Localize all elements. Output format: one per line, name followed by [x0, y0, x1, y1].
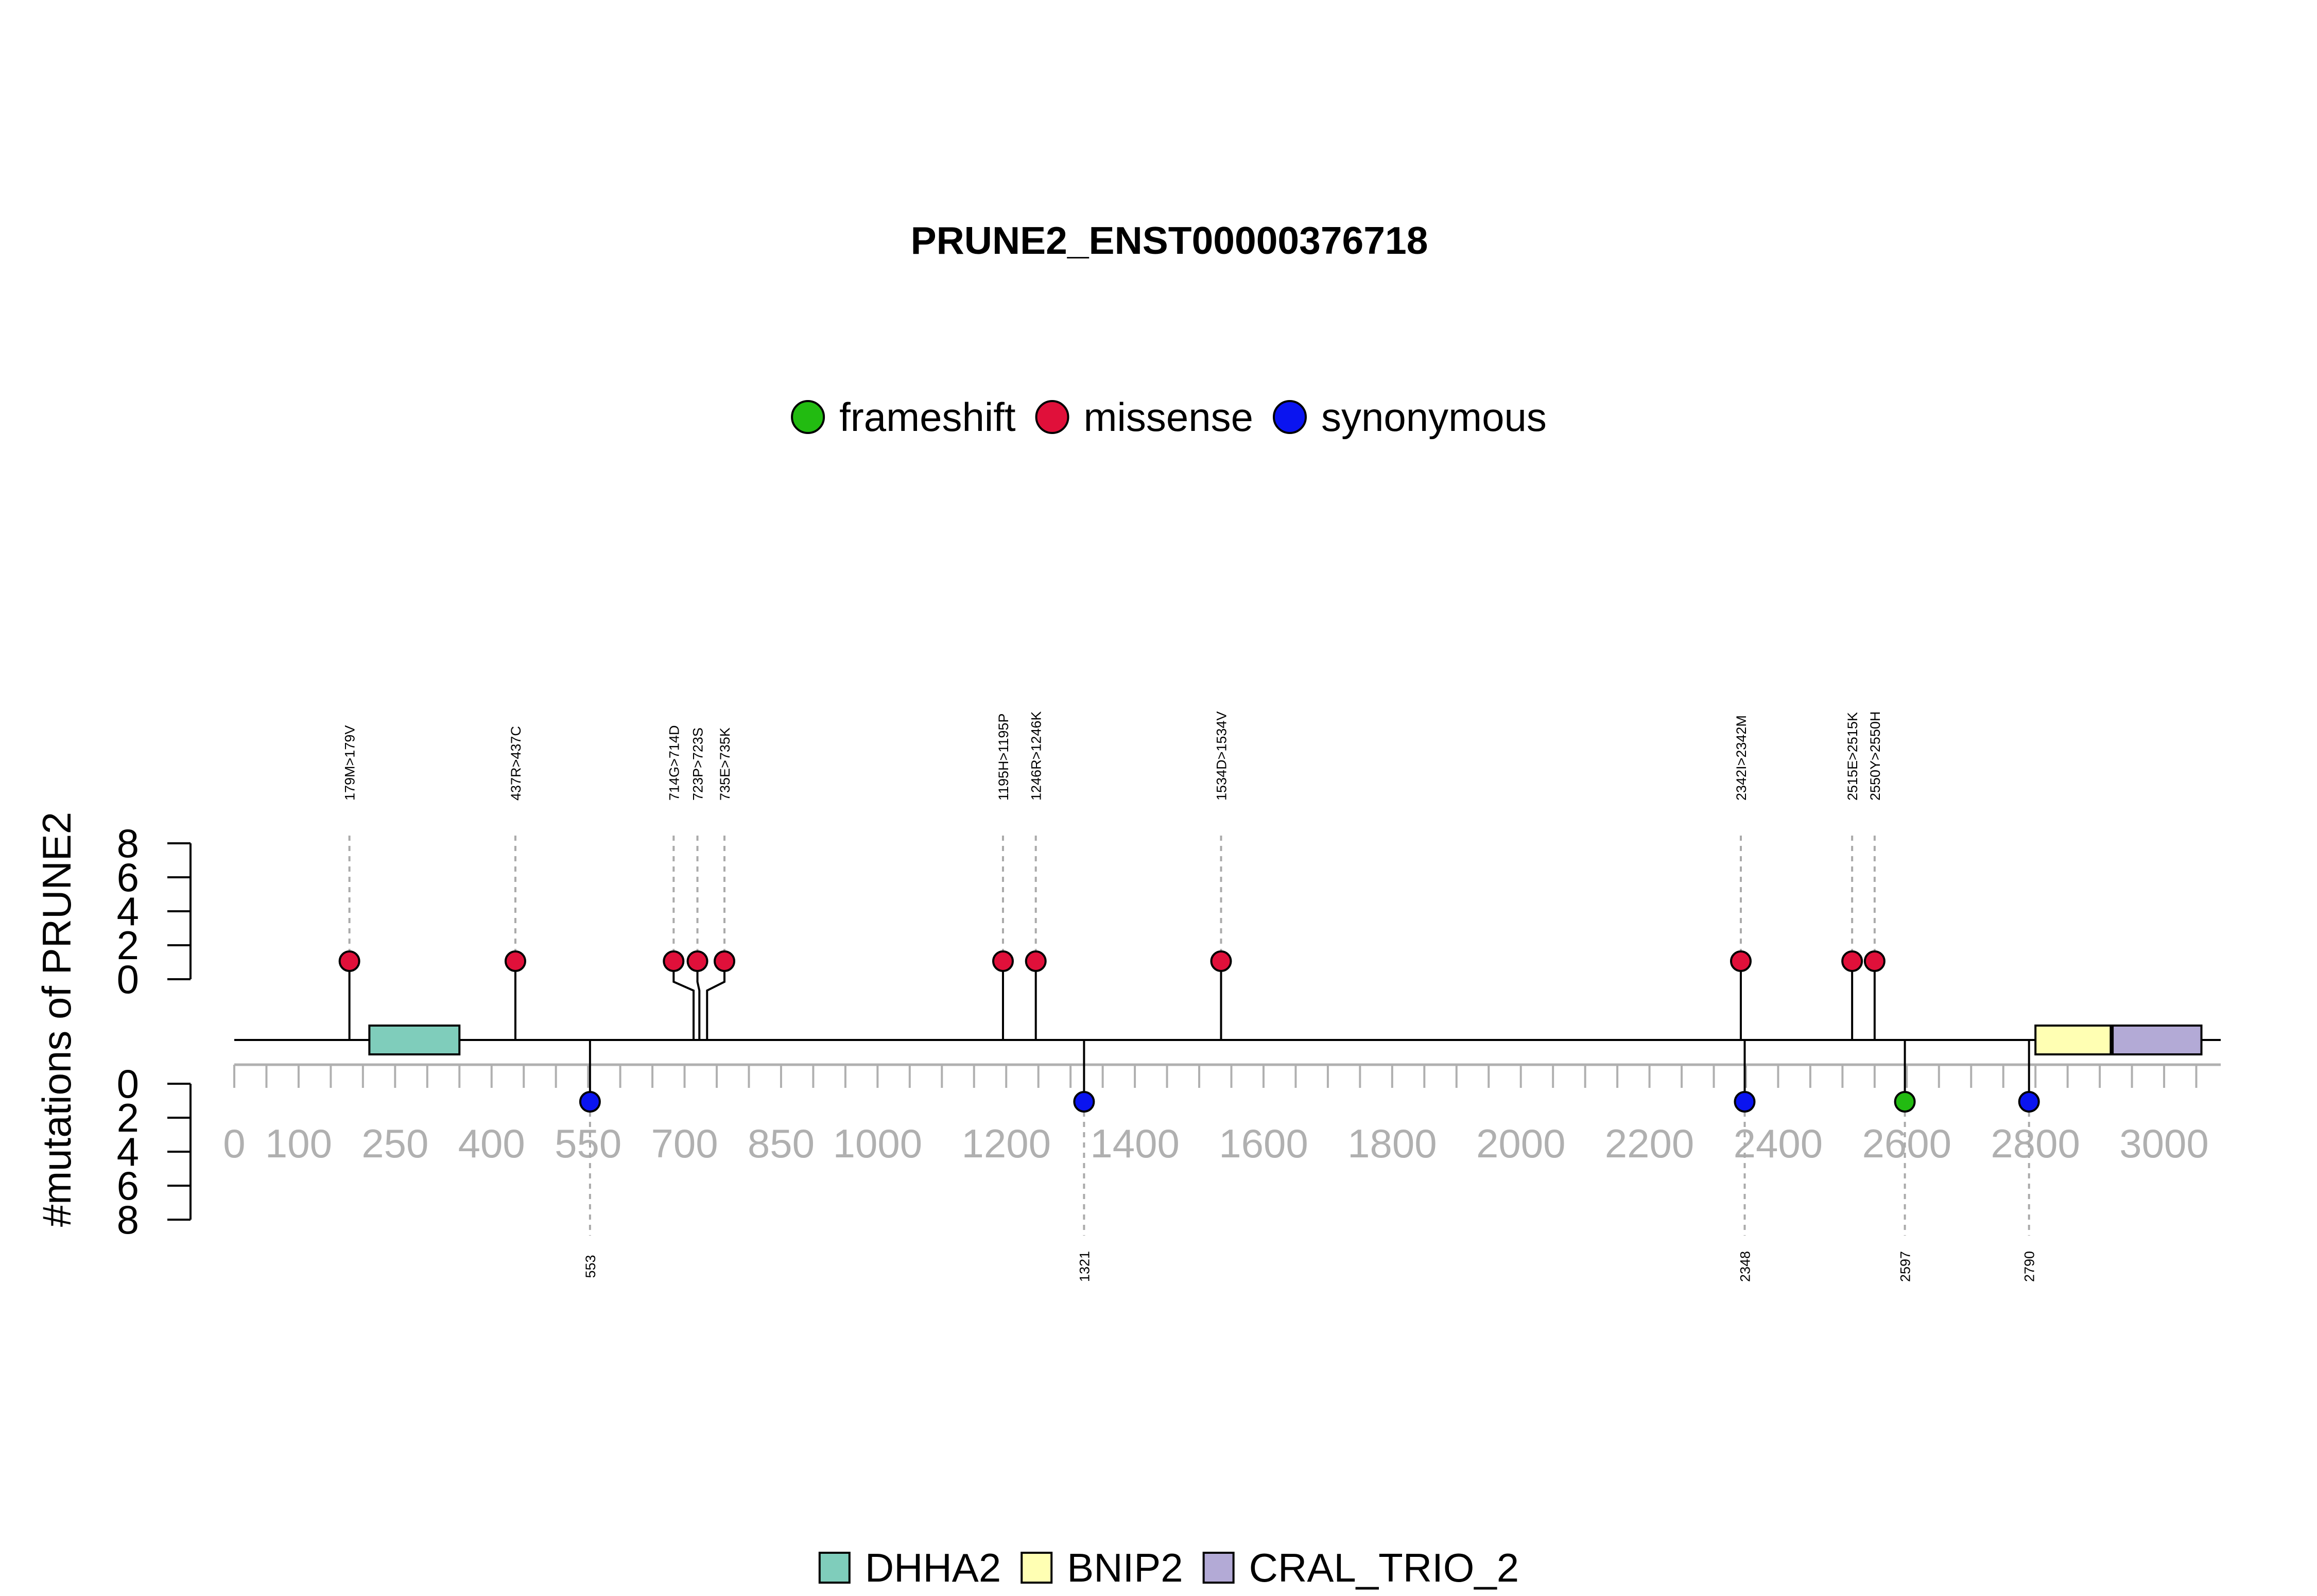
legend-BNIP2-label: BNIP2 — [1067, 1545, 1183, 1590]
mutation-label: 2597 — [1898, 1251, 1913, 1282]
x-tick-label: 2600 — [1862, 1121, 1952, 1166]
x-tick-label: 0 — [223, 1121, 245, 1166]
legend-DHHA2-label: DHHA2 — [865, 1545, 1001, 1590]
mutation-point-553 — [579, 1091, 601, 1113]
mutation-point-723P>723S — [686, 950, 708, 972]
top-y-tick-label: 8 — [117, 821, 139, 866]
mutation-labels: 179M>179V 437R>437C 714G>714D 723P>723S 735E… — [342, 712, 2037, 1282]
mutation-label: 2348 — [1737, 1251, 1753, 1282]
x-tick-label: 100 — [265, 1121, 332, 1166]
mutation-point-1246R>1246K — [1025, 950, 1047, 972]
mutation-point-2550Y>2550H — [1863, 950, 1886, 972]
mutation-point-2790 — [2018, 1091, 2040, 1113]
legend-missense-label: missense — [1084, 394, 1253, 440]
mutation-point-2515E>2515K — [1841, 950, 1863, 972]
mutation-point-179M>179V — [338, 950, 360, 972]
mutation-point-1321 — [1073, 1091, 1095, 1113]
x-tick-label: 1400 — [1090, 1121, 1180, 1166]
legend-frameshift-marker — [791, 400, 825, 434]
mutation-stem — [706, 961, 726, 1040]
mutation-label: 437R>437C — [508, 726, 524, 801]
legend-CRAL_TRIO_2-swatch — [1202, 1552, 1235, 1584]
chart-title: PRUNE2_ENST00000376718 — [911, 219, 1428, 262]
mutation-point-714G>714D — [663, 950, 685, 972]
bottom-y-tick-label: 4 — [117, 1129, 139, 1174]
x-tick-label: 2200 — [1605, 1121, 1694, 1166]
protein-position-axis: 0 100 250 400 550 700 850 1000 1200 1400 1600 1800 2… — [223, 1063, 2221, 1166]
mutation-label: 2790 — [2022, 1251, 2037, 1282]
mutation-point-1195H>1195P — [992, 950, 1014, 972]
legend-synonymous-marker — [1273, 400, 1307, 434]
x-tick-label: 1000 — [833, 1121, 923, 1166]
mutation-label: 1534D>1534V — [1214, 712, 1230, 801]
bottom-y-tick-label: 2 — [117, 1095, 139, 1140]
mutation-label: 1321 — [1077, 1251, 1092, 1282]
domain-DHHA2 — [368, 1025, 461, 1055]
top-y-tick-label: 2 — [117, 923, 139, 968]
x-tick-label: 250 — [361, 1121, 428, 1166]
x-tick-label: 700 — [651, 1121, 718, 1166]
domain-BNIP2 — [2034, 1025, 2112, 1055]
mutation-stem — [696, 961, 701, 1040]
mutation-stems — [348, 836, 2030, 1236]
legend-synonymous-label: synonymous — [1321, 394, 1547, 440]
x-tick-label: 1600 — [1219, 1121, 1308, 1166]
top-y-tick-label: 0 — [117, 957, 139, 1002]
x-tick-label: 1200 — [961, 1121, 1051, 1166]
legend-frameshift-label: frameshift — [839, 394, 1016, 440]
mutation-point-2348 — [1734, 1091, 1756, 1113]
y-axis-title: #mutations of PRUNE2 — [34, 812, 79, 1227]
x-tick-label: 550 — [555, 1121, 621, 1166]
mutation-stem — [672, 961, 695, 1040]
mutation-label: 723P>723S — [690, 727, 706, 801]
mutation-point-735E>735K — [714, 950, 736, 972]
x-tick-label: 400 — [458, 1121, 525, 1166]
mutation-point-1534D>1534V — [1210, 950, 1232, 972]
x-tick-label: 2800 — [1991, 1121, 2080, 1166]
x-tick-label: 850 — [748, 1121, 815, 1166]
x-tick-label: 3000 — [2119, 1121, 2209, 1166]
domain-CRAL_TRIO_2 — [2112, 1025, 2203, 1055]
top-y-tick-label: 6 — [117, 855, 139, 900]
mutation-label: 2550Y>2550H — [1868, 712, 1883, 801]
x-tick-label: 2000 — [1476, 1121, 1566, 1166]
legend-DHHA2-swatch — [818, 1552, 851, 1584]
x-tick-label: 2400 — [1734, 1121, 1823, 1166]
bottom-y-tick-label: 6 — [117, 1163, 139, 1208]
mutation-label: 553 — [583, 1255, 598, 1278]
mutation-legend: frameshift missense synonymous — [791, 394, 1547, 440]
mutation-label: 179M>179V — [342, 725, 358, 801]
mutation-point-2597 — [1894, 1091, 1916, 1113]
mutation-label: 714G>714D — [666, 725, 682, 801]
mutation-label: 2342I>2342M — [1734, 715, 1749, 801]
domain-legend: DHHA2 BNIP2 CRAL_TRIO_2 — [818, 1545, 1519, 1590]
mutation-point-2342I>2342M — [1730, 950, 1752, 972]
protein-domains — [368, 1025, 2203, 1055]
mutation-point-437R>437C — [504, 950, 526, 972]
mutation-label: 1195H>1195P — [996, 714, 1011, 801]
mutation-label: 1246R>1246K — [1029, 712, 1044, 801]
legend-missense-marker — [1035, 400, 1069, 434]
legend-CRAL_TRIO_2-label: CRAL_TRIO_2 — [1249, 1545, 1519, 1590]
x-tick-label: 1800 — [1347, 1121, 1437, 1166]
bottom-y-tick-label: 0 — [117, 1061, 139, 1106]
mutation-label: 735E>735K — [717, 727, 733, 801]
legend-BNIP2-swatch — [1021, 1552, 1053, 1584]
mutation-points — [338, 950, 2040, 1113]
mutation-label: 2515E>2515K — [1845, 712, 1860, 801]
top-y-tick-label: 4 — [117, 889, 139, 934]
bottom-y-tick-label: 8 — [117, 1197, 139, 1242]
